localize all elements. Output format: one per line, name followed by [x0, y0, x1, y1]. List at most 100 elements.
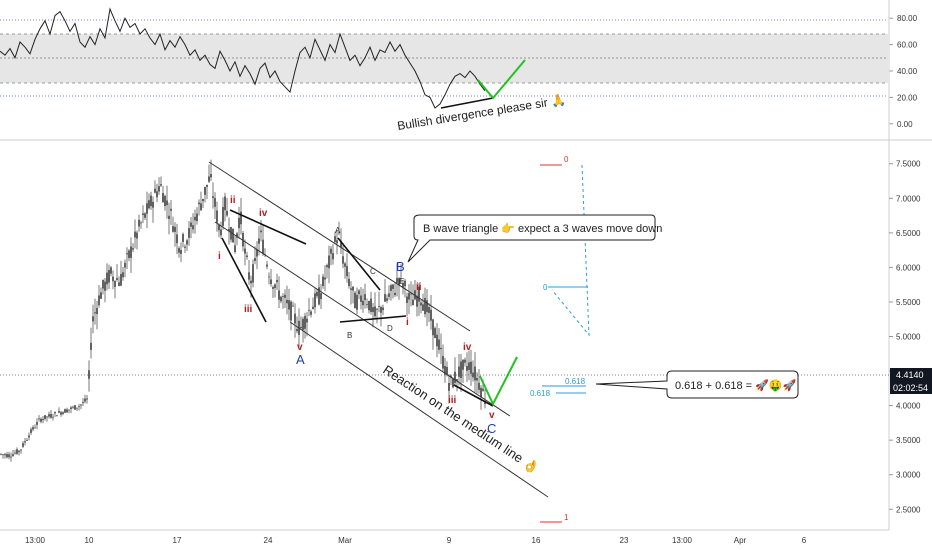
indicator-tick-label: 40.00 — [897, 67, 918, 76]
candle-body — [184, 246, 186, 248]
candle-body — [60, 412, 62, 415]
candle-body — [348, 278, 350, 286]
price-panel: 0 0 0.618 0.618 1 ii iv i iii v A A B C … — [0, 155, 932, 545]
candle-body — [136, 232, 138, 239]
time-tick-label: 24 — [264, 536, 273, 545]
candle-body — [196, 213, 198, 222]
candle-body — [202, 198, 204, 202]
candle-body — [58, 411, 60, 413]
candle-body — [314, 293, 316, 308]
candle-body — [84, 398, 86, 402]
candle-body — [134, 231, 136, 238]
candle-body — [130, 246, 132, 258]
candle-body — [454, 371, 456, 383]
last-price-tag — [890, 368, 932, 381]
wave-label-ii-c: ii — [416, 282, 422, 293]
candle-body — [478, 382, 480, 390]
candle-body — [282, 296, 284, 297]
candle-body — [32, 427, 34, 430]
candle-body — [402, 283, 404, 288]
candle-body — [44, 415, 46, 419]
candle-body — [382, 307, 384, 311]
time-tick-label: 10 — [85, 536, 94, 545]
candle-body — [82, 402, 84, 404]
candle-body — [124, 262, 126, 268]
candle-body — [448, 382, 450, 391]
price-tick-label: 4.0000 — [896, 402, 921, 411]
candle-body — [62, 412, 64, 414]
candle-body — [480, 387, 482, 397]
indicator-tick-label: 20.00 — [897, 93, 918, 102]
fib-label-top: 0 — [564, 155, 569, 164]
candle-body — [470, 361, 472, 374]
candle-body — [360, 295, 362, 302]
channel-annotation: Reaction on the medium line 👌 — [380, 362, 542, 477]
candle-body — [174, 226, 176, 232]
candle-body — [324, 277, 326, 280]
channel-middle-line — [214, 221, 511, 417]
candle-body — [48, 414, 50, 417]
candle-body — [300, 326, 302, 329]
candle-body — [26, 439, 28, 441]
candle-body — [274, 284, 276, 289]
price-tick-label: 2.5000 — [896, 505, 921, 514]
triangle-label-D: D — [387, 324, 393, 333]
candle-body — [238, 217, 240, 229]
candle-body — [338, 232, 340, 234]
price-tick-label: 7.0000 — [896, 194, 921, 203]
candle-body — [56, 415, 58, 417]
candle-body — [68, 409, 70, 411]
candle-body — [278, 290, 280, 300]
wave-label-v-a: v — [297, 342, 303, 353]
candle-body — [426, 300, 428, 313]
candle-body — [248, 272, 250, 280]
channel-lower-line — [289, 321, 549, 498]
candle-body — [472, 372, 474, 378]
candle-body — [108, 269, 110, 283]
fib-label-0618-a: 0.618 — [565, 377, 586, 386]
time-tick-label: 17 — [173, 536, 182, 545]
candle-body — [294, 313, 296, 324]
candle-body — [164, 195, 166, 207]
candle-body — [268, 276, 270, 278]
candle-body — [152, 201, 154, 208]
wave-label-A-major: A — [296, 352, 305, 367]
candle-body — [334, 236, 336, 242]
candle-body — [86, 398, 88, 400]
candle-body — [198, 202, 200, 205]
candle-body — [172, 226, 174, 232]
candle-body — [256, 249, 258, 257]
candle-body — [80, 404, 82, 406]
candle-body — [122, 272, 124, 278]
candle-body — [64, 409, 66, 413]
candle-body — [306, 318, 308, 323]
candle-body — [214, 198, 216, 207]
candle-body — [320, 293, 322, 300]
candle-body — [266, 264, 268, 267]
candle-body — [190, 222, 192, 227]
candle-body — [90, 342, 92, 350]
candle-body — [368, 301, 370, 311]
candle-body — [50, 414, 52, 418]
indicator-panel: Bullish divergence please sir 🙏 80.00 60.… — [0, 7, 918, 133]
candle-body — [46, 416, 48, 418]
candle-body — [460, 361, 462, 379]
indicator-green-check — [477, 59, 526, 100]
triangle-label-E: E — [399, 277, 404, 286]
candle-body — [192, 225, 194, 230]
candle-body — [224, 196, 226, 211]
candle-body — [10, 456, 12, 458]
candle-body — [96, 307, 98, 315]
candle-body — [394, 292, 396, 296]
candle-body — [226, 210, 228, 216]
time-tick-label: 23 — [620, 536, 629, 545]
candle-body — [120, 274, 122, 286]
candle-body — [148, 200, 150, 209]
fib-label-mid: 0 — [543, 283, 548, 292]
time-tick-label: Mar — [338, 536, 352, 545]
candle-body — [52, 416, 54, 418]
candle-body — [74, 405, 76, 410]
candle-body — [222, 206, 224, 226]
candle-body — [468, 362, 470, 370]
indicator-y-axis: 80.00 60.00 40.00 20.00 0.00 — [889, 14, 918, 129]
